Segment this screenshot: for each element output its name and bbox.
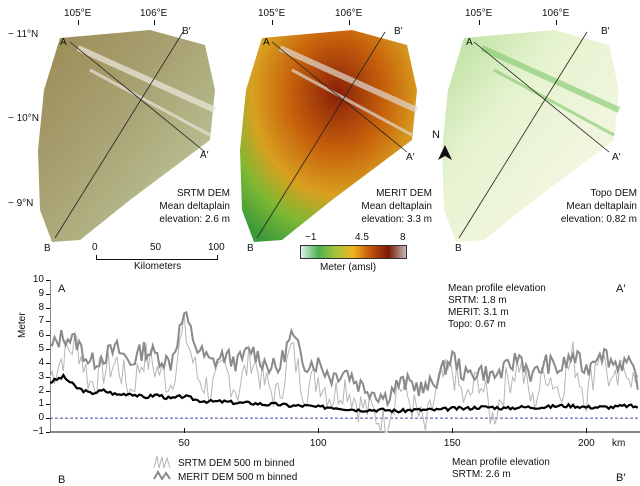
transect-b-prime-p1: B′: [182, 26, 191, 37]
y-tick-mark: [46, 321, 50, 323]
lower-annotation-title: Mean profile elevation: [452, 457, 550, 468]
transect-a-prime-p1: A′: [200, 150, 209, 161]
lat-label-10: − 10°N: [8, 113, 39, 124]
y-tick-label: 10: [32, 274, 44, 285]
y-tick-mark: [46, 376, 50, 378]
profile-label-b: B: [58, 474, 66, 486]
scale-tick-0: 0: [92, 242, 98, 253]
transect-b-p3: B: [455, 243, 462, 254]
x-tick-label: 50: [178, 438, 190, 449]
y-tick-label: 7: [38, 315, 44, 327]
colorbar-unit: Meter (amsl): [320, 262, 377, 273]
transect-b-prime-p2: B′: [394, 26, 403, 37]
y-tick-mark: [46, 293, 50, 295]
legend-merit-swatch: [153, 470, 171, 480]
x-axis-unit: km: [612, 438, 626, 449]
y-tick-label: 2: [38, 384, 44, 396]
caption-merit: MERIT DEM Mean deltaplain elevation: 3.3 m: [361, 188, 432, 225]
profile-label-a: A: [58, 283, 66, 295]
y-tick-mark: [46, 349, 50, 351]
y-tick-label: 4: [38, 356, 44, 368]
lat-label-11: − 11°N: [8, 29, 39, 40]
transect-b-p2: B: [247, 243, 254, 254]
y-tick-label: 6: [38, 329, 44, 341]
scale-tick-50: 50: [150, 242, 162, 253]
transect-b-prime-p3: B′: [601, 26, 610, 37]
map-panels: [38, 30, 621, 242]
x-tick-label: 100: [309, 438, 327, 449]
y-tick-mark: [46, 404, 50, 406]
transect-a-p2: A: [263, 37, 270, 48]
x-tick-mark: [452, 428, 454, 433]
map-srtm: [38, 30, 217, 242]
transect-a-p3: A: [466, 37, 473, 48]
series-topo-line: [50, 373, 639, 414]
lower-annotation-l1: SRTM: 2.6 m: [452, 469, 511, 480]
lon-label-105-p2: 105°E: [258, 8, 286, 19]
x-tick-label: 150: [443, 438, 461, 449]
profile-chart-a: [50, 280, 640, 433]
map-topo: [442, 30, 621, 242]
y-tick-mark: [46, 418, 50, 420]
y-tick-label: 0: [38, 412, 44, 424]
transect-b-p1: B: [44, 243, 51, 254]
north-arrow-icon: [438, 145, 452, 160]
scale-bar: [96, 255, 218, 260]
colorbar-tick-min: −1: [305, 232, 317, 243]
colorbar-tick-max: 8: [400, 232, 406, 243]
x-tick-mark: [318, 428, 320, 433]
transect-a-prime-p3: A′: [612, 152, 621, 163]
y-tick-label: −1: [32, 426, 44, 437]
lon-label-106-p2: 106°E: [335, 8, 363, 19]
profile-annotation: Mean profile elevation SRTM: 1.8 m MERIT…: [448, 283, 546, 330]
y-tick-mark: [46, 307, 50, 309]
lon-label-105-p3: 105°E: [465, 8, 493, 19]
scale-unit: Kilometers: [134, 261, 182, 272]
map-merit: [240, 30, 419, 242]
y-tick-mark: [46, 432, 50, 433]
caption-topo: Topo DEM Mean deltaplain elevation: 0.82 m: [560, 188, 637, 225]
y-tick-label: 9: [38, 287, 44, 299]
series-srtm-line: [50, 311, 639, 433]
legend-merit-label: MERIT DEM 500 m binned: [178, 472, 298, 483]
y-tick-label: 5: [38, 343, 44, 355]
y-tick-label: 3: [38, 370, 44, 382]
x-tick-label: 200: [578, 438, 595, 449]
y-tick-mark: [46, 390, 50, 392]
lon-label-105-p1: 105°E: [64, 8, 92, 19]
y-tick-mark: [46, 362, 50, 364]
lon-label-106-p3: 106°E: [542, 8, 570, 19]
profile-label-a-prime: A′: [616, 283, 626, 295]
y-tick-mark: [46, 335, 50, 337]
lat-label-9: − 9°N: [8, 198, 34, 209]
y-tick-mark: [46, 280, 50, 281]
transect-a-p1: A: [60, 37, 67, 48]
legend-srtm-swatch: [153, 455, 171, 469]
lon-label-106-p1: 106°E: [140, 8, 168, 19]
north-label: N: [432, 129, 440, 141]
profile-label-b-prime: B′: [616, 472, 626, 484]
legend-srtm-label: SRTM DEM 500 m binned: [178, 458, 295, 469]
x-tick-mark: [184, 428, 186, 433]
colorbar: [300, 245, 407, 259]
transect-a-prime-p2: A′: [406, 152, 415, 163]
scale-tick-100: 100: [208, 242, 225, 253]
caption-srtm: SRTM DEM Mean deltaplain elevation: 2.6 m: [159, 188, 230, 225]
colorbar-tick-mid: 4.5: [355, 232, 369, 243]
series-merit-line: [50, 310, 639, 408]
y-tick-label: 8: [38, 301, 44, 313]
y-tick-label: 1: [38, 398, 44, 410]
x-tick-mark: [586, 428, 588, 433]
